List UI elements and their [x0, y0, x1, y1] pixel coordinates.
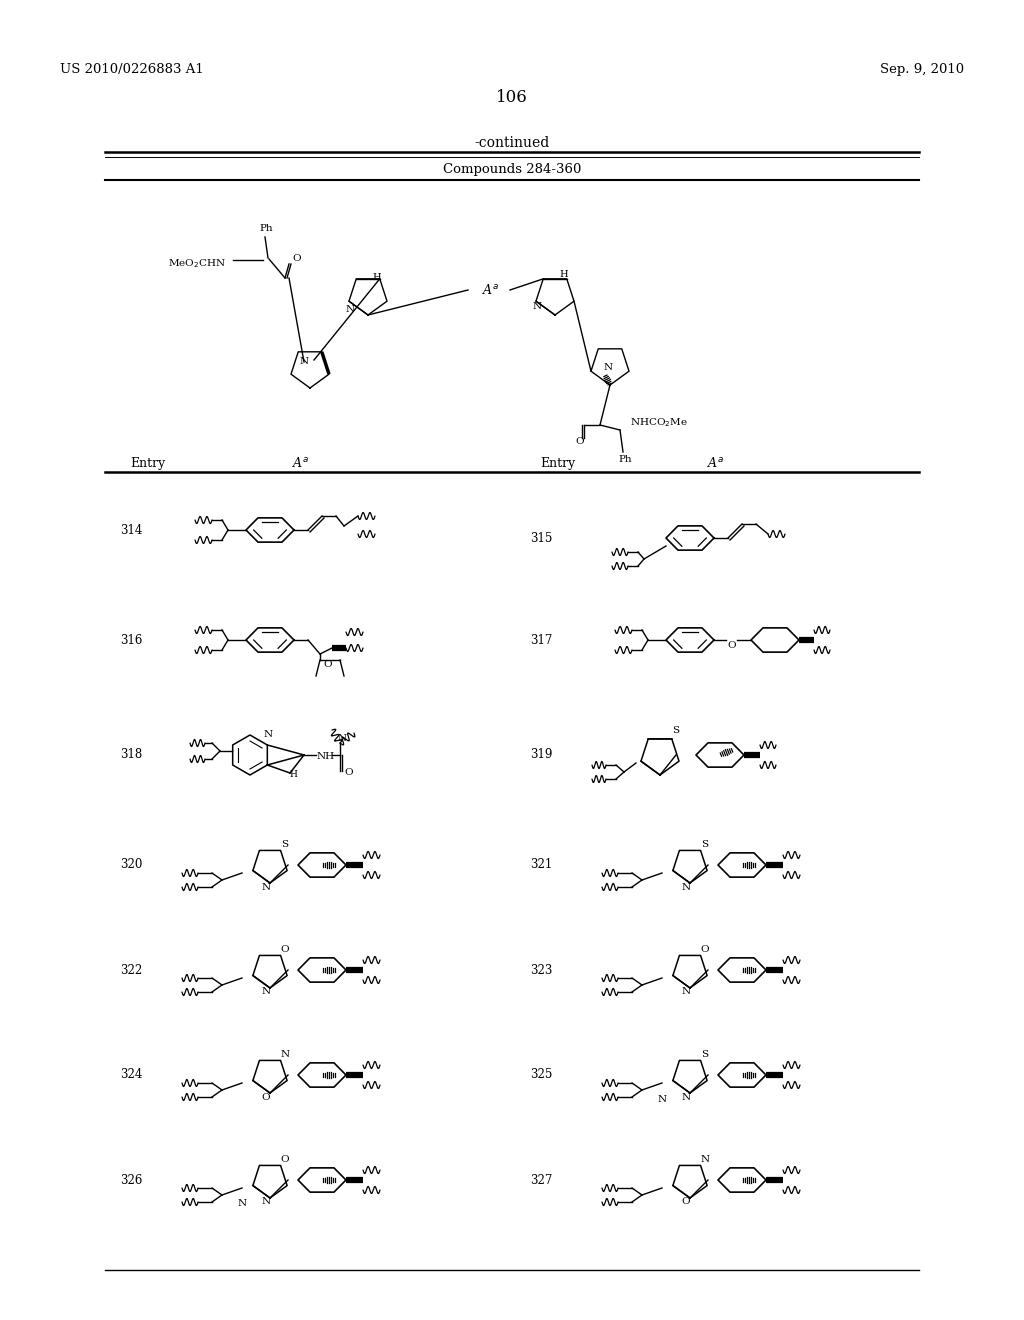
Text: A$^a$: A$^a$ [481, 282, 499, 297]
Text: N: N [657, 1094, 667, 1104]
Text: O: O [324, 660, 333, 669]
Text: O: O [281, 1155, 289, 1164]
Text: N: N [238, 1200, 247, 1209]
Text: N: N [261, 987, 270, 997]
Text: N: N [346, 305, 355, 314]
Text: N: N [264, 730, 273, 739]
Text: S: S [281, 840, 288, 849]
Text: Sep. 9, 2010: Sep. 9, 2010 [880, 63, 964, 77]
Text: 318: 318 [120, 748, 142, 762]
Text: 322: 322 [120, 964, 142, 977]
Text: 315: 315 [530, 532, 552, 544]
Text: N: N [338, 734, 347, 743]
Text: O: O [575, 437, 584, 446]
Text: N: N [299, 358, 308, 367]
Text: 106: 106 [496, 90, 528, 107]
Text: S: S [672, 726, 679, 735]
Text: O: O [281, 945, 289, 954]
Text: O: O [700, 945, 709, 954]
Text: Ph: Ph [259, 224, 272, 234]
Text: O: O [344, 768, 352, 777]
Text: O: O [292, 253, 301, 263]
Text: H: H [372, 272, 381, 281]
Text: Entry: Entry [540, 457, 575, 470]
Text: 325: 325 [530, 1068, 552, 1081]
Text: N: N [261, 1197, 270, 1206]
Text: S: S [701, 1049, 709, 1059]
Text: N: N [681, 987, 690, 997]
Text: 327: 327 [530, 1173, 552, 1187]
Text: 323: 323 [530, 964, 552, 977]
Text: 320: 320 [120, 858, 142, 871]
Text: N: N [681, 883, 690, 891]
Text: H: H [559, 271, 567, 279]
Text: A$^a$: A$^a$ [292, 455, 308, 470]
Text: N: N [261, 883, 270, 891]
Text: 321: 321 [530, 858, 552, 871]
Text: 316: 316 [120, 634, 142, 647]
Text: Ph: Ph [618, 455, 632, 465]
Text: N: N [604, 363, 613, 372]
Text: 324: 324 [120, 1068, 142, 1081]
Text: O: O [682, 1197, 690, 1206]
Text: N: N [534, 302, 542, 312]
Text: 326: 326 [120, 1173, 142, 1187]
Text: Entry: Entry [130, 457, 165, 470]
Text: 319: 319 [530, 748, 552, 762]
Text: NHCO$_2$Me: NHCO$_2$Me [630, 416, 688, 429]
Text: N: N [700, 1155, 710, 1164]
Text: 317: 317 [530, 634, 552, 647]
Text: A$^a$: A$^a$ [707, 455, 723, 470]
Text: MeO$_2$CHN: MeO$_2$CHN [168, 257, 226, 271]
Text: 314: 314 [120, 524, 142, 536]
Text: -continued: -continued [474, 136, 550, 150]
Text: O: O [262, 1093, 270, 1101]
Text: O: O [727, 640, 735, 649]
Text: H: H [289, 770, 297, 779]
Text: N: N [681, 1093, 690, 1101]
Text: NH: NH [317, 752, 335, 762]
Text: N: N [280, 1049, 289, 1059]
Text: S: S [701, 840, 709, 849]
Text: US 2010/0226883 A1: US 2010/0226883 A1 [60, 63, 204, 77]
Text: Compounds 284-360: Compounds 284-360 [442, 164, 582, 177]
